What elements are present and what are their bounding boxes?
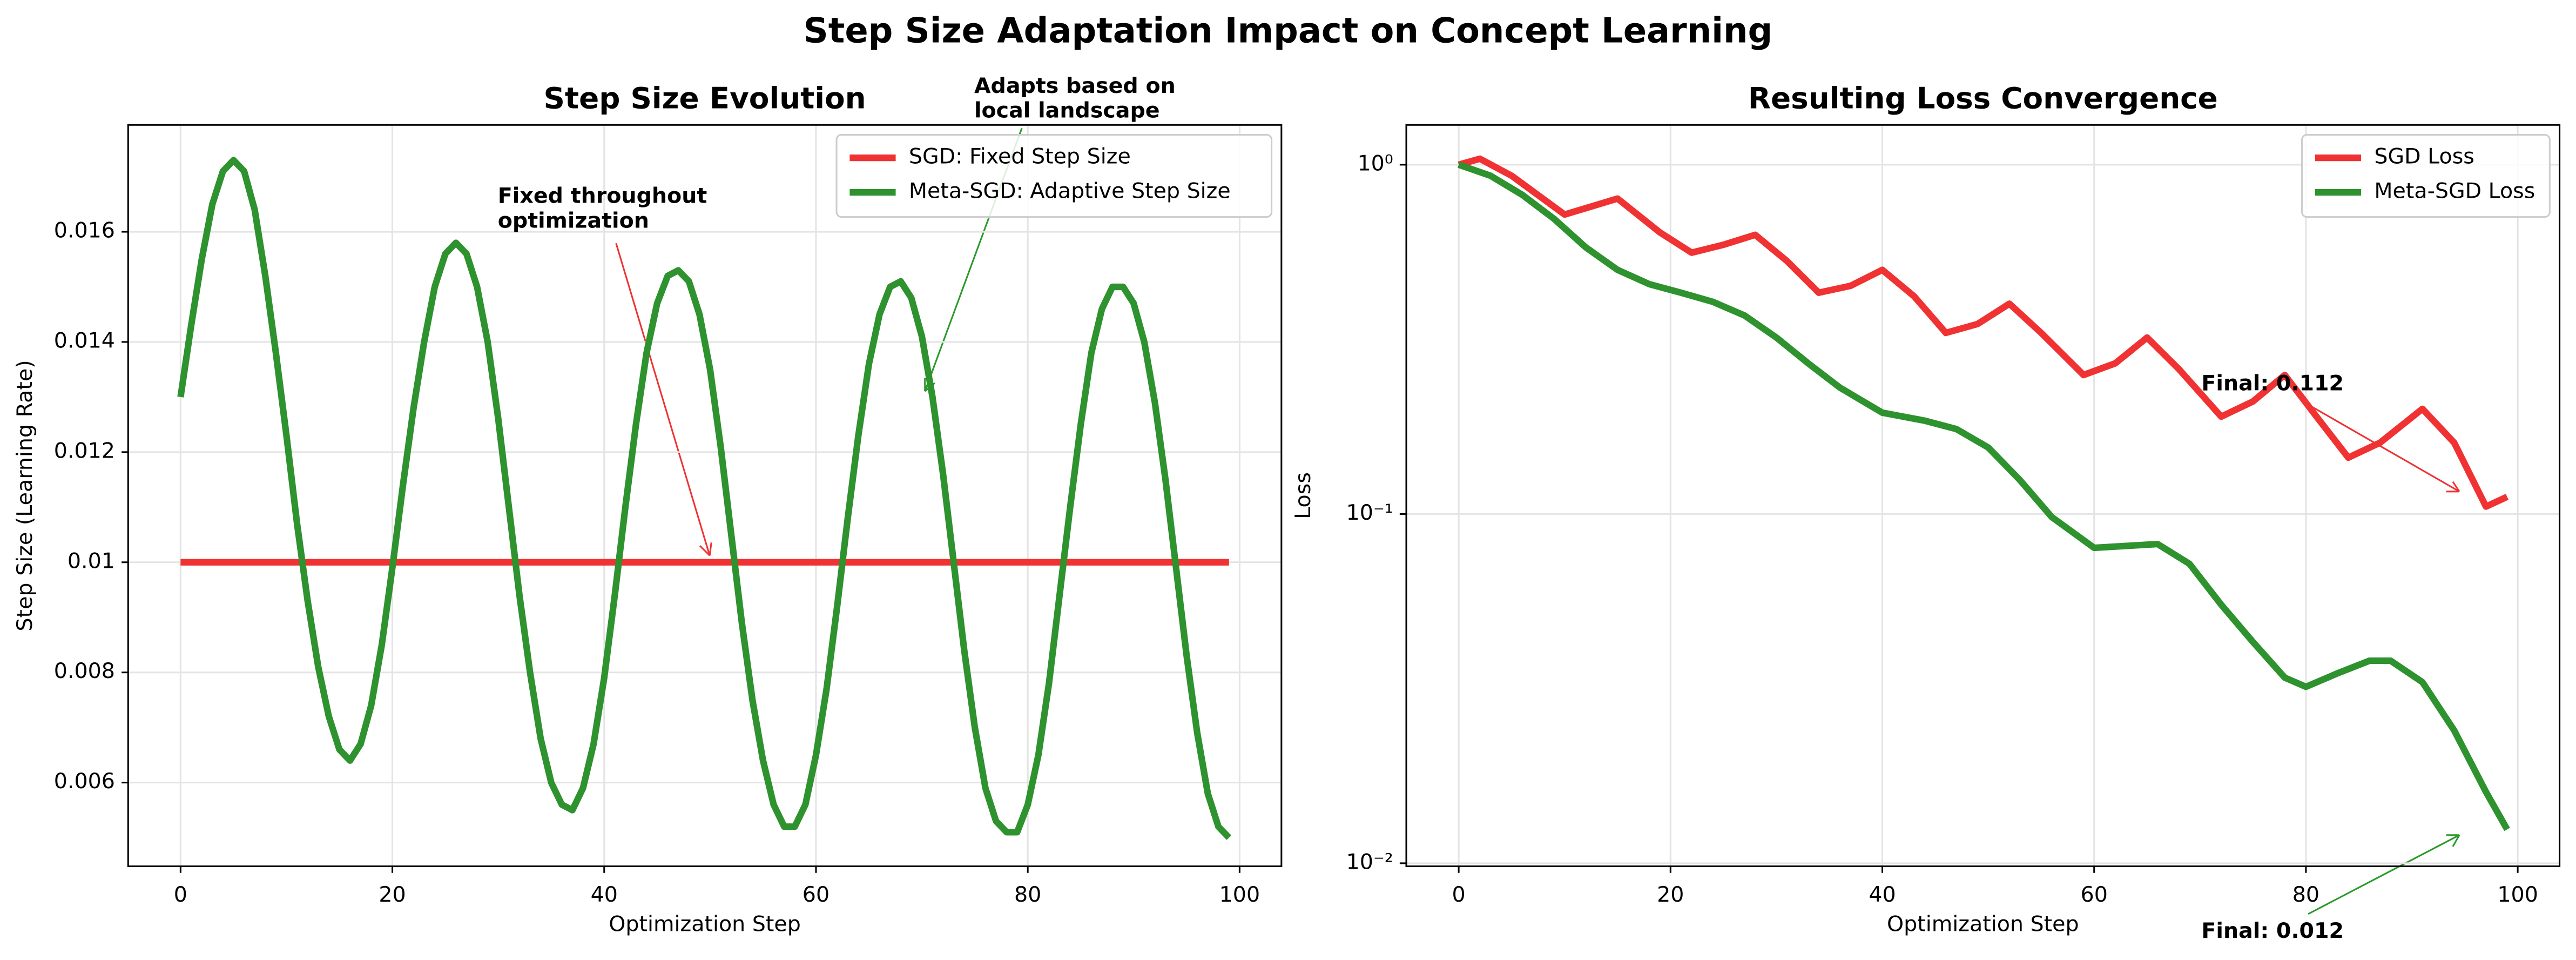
x-tick-label: 20 <box>379 882 406 907</box>
axes-frame <box>127 124 1283 868</box>
annotation-arrows <box>615 127 2460 915</box>
x-tick-label: 0 <box>174 882 187 907</box>
x-axis-label: Optimization Step <box>609 912 801 937</box>
annotation: Adapts based on <box>974 73 1176 98</box>
figure-title: Step Size Adaptation Impact on Concept L… <box>804 11 1772 51</box>
legend-label: SGD: Fixed Step Size <box>909 144 1131 169</box>
y-tick-label: 10⁻¹ <box>1346 500 1393 525</box>
x-tick-label: 100 <box>2497 882 2538 907</box>
legend-label: Meta-SGD Loss <box>2374 179 2535 204</box>
annotation: Fixed throughout <box>498 184 707 209</box>
series-line <box>1458 155 2509 510</box>
y-tick-label: 10⁰ <box>1358 151 1393 176</box>
legend-label: Meta-SGD: Adaptive Step Size <box>909 179 1231 204</box>
series-line <box>177 157 1232 840</box>
y-axis-label: Step Size (Learning Rate) <box>12 360 37 631</box>
x-tick-label: 100 <box>1219 882 1260 907</box>
y-tick-label: 0.006 <box>54 769 115 794</box>
x-tick-label: 0 <box>1452 882 1466 907</box>
x-tick-label: 40 <box>1869 882 1896 907</box>
x-tick-label: 80 <box>2292 882 2319 907</box>
annotation: Final: 0.112 <box>2201 371 2344 396</box>
y-tick-label: 0.016 <box>54 218 115 243</box>
arrow <box>2304 402 2460 493</box>
y-tick-label: 0.008 <box>54 659 115 683</box>
annotation: optimization <box>498 208 649 233</box>
annotation: local landscape <box>974 98 1160 123</box>
subplot-title: Resulting Loss Convergence <box>1748 81 2218 116</box>
y-tick-label: 0.012 <box>54 438 115 463</box>
x-tick-label: 20 <box>1657 882 1684 907</box>
annotation: Final: 0.012 <box>2201 918 2344 943</box>
series-line <box>1458 162 2510 831</box>
x-tick-label: 60 <box>2081 882 2108 907</box>
x-axis-label: Optimization Step <box>1887 912 2079 937</box>
legend-box <box>2301 133 2551 218</box>
x-tick-label: 80 <box>1014 882 1041 907</box>
x-tick-label: 60 <box>803 882 830 907</box>
legend-label: SGD Loss <box>2374 144 2474 169</box>
y-tick-label: 0.01 <box>68 548 115 573</box>
subplot: Resulting Loss Convergence 0 20 40 60 80 100 10… <box>1291 81 2561 943</box>
subplot: Step Size Evolution 0 20 40 60 80 100 0.006 0.00… <box>12 73 1283 937</box>
subplot-title: Step Size Evolution <box>543 81 866 116</box>
axes-frame <box>1405 124 2561 868</box>
legend-box <box>835 133 1273 218</box>
y-tick-label: 0.014 <box>54 328 115 353</box>
y-axis-label: Loss <box>1291 472 1316 519</box>
arrow <box>615 243 712 556</box>
y-tick-label: 10⁻² <box>1346 849 1393 874</box>
x-tick-label: 40 <box>591 882 618 907</box>
arrow <box>2308 834 2460 915</box>
